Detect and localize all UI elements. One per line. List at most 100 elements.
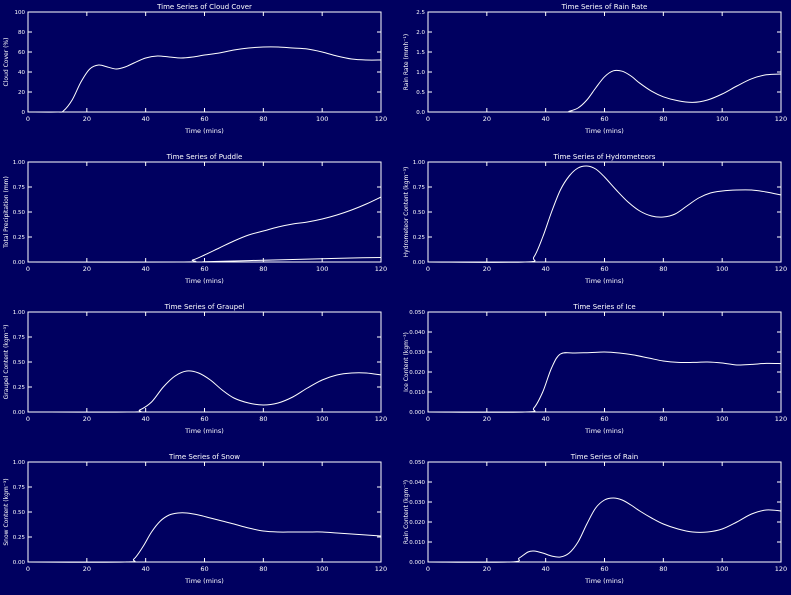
x-tick-label: 40 (542, 265, 550, 273)
y-tick-label: 80 (18, 30, 25, 36)
x-tick-label: 20 (483, 415, 491, 423)
chart-title: Time Series of Cloud Cover (156, 3, 252, 11)
x-tick-label: 60 (200, 265, 208, 273)
y-axis-label: Graupel Content (kgm⁻³) (3, 325, 10, 400)
x-tick-label: 120 (375, 265, 387, 273)
x-tick-label: 100 (716, 415, 728, 423)
y-tick-label: 0.75 (13, 335, 26, 341)
y-tick-label: 1.00 (413, 160, 426, 166)
y-tick-label: 1.00 (13, 460, 26, 466)
y-tick-label: 0.00 (413, 260, 426, 266)
plot-frame (427, 311, 782, 413)
x-tick-label: 0 (26, 565, 30, 573)
y-axis-label: Hydrometeor Content (kgm⁻³) (403, 167, 410, 258)
y-tick-label: 0.030 (409, 350, 425, 356)
series-line-1 (27, 512, 382, 563)
x-tick-label: 0 (26, 415, 30, 423)
x-tick-label: 80 (259, 115, 267, 123)
y-tick-label: 0.5 (416, 90, 425, 96)
series-line-1 (427, 497, 782, 563)
y-tick-label: 40 (18, 70, 25, 76)
y-tick-label: 0.50 (13, 360, 26, 366)
y-tick-label: 20 (18, 90, 25, 96)
y-tick-label: 0.00 (13, 410, 26, 416)
x-tick-label: 60 (600, 115, 608, 123)
y-tick-label: 1.5 (416, 50, 425, 56)
x-tick-label: 0 (426, 115, 430, 123)
x-tick-label: 80 (259, 415, 267, 423)
chart-title: Time Series of Hydrometeors (553, 153, 656, 161)
chart-title: Time Series of Puddle (166, 153, 243, 161)
x-tick-label: 80 (659, 565, 667, 573)
y-tick-label: 0.010 (409, 390, 425, 396)
series-line-1 (27, 370, 382, 413)
y-tick-label: 0.020 (409, 370, 425, 376)
x-tick-label: 20 (483, 115, 491, 123)
x-tick-label: 120 (775, 265, 787, 273)
x-axis-label: Time (mins) (184, 427, 224, 435)
x-tick-label: 40 (142, 565, 150, 573)
y-tick-label: 0.00 (13, 260, 26, 266)
x-tick-label: 100 (716, 265, 728, 273)
x-tick-label: 20 (83, 565, 91, 573)
x-tick-label: 20 (83, 415, 91, 423)
x-tick-label: 0 (426, 415, 430, 423)
y-tick-label: 0.010 (409, 540, 425, 546)
chart-panel-6: Time Series of Ice Time (mins) Ice Content… (403, 303, 787, 435)
y-axis-label: Cloud Cover (%) (3, 38, 10, 87)
x-tick-label: 20 (483, 265, 491, 273)
y-tick-label: 0.050 (409, 460, 425, 466)
series-line-2 (27, 257, 382, 263)
x-tick-label: 120 (375, 115, 387, 123)
x-tick-label: 0 (426, 565, 430, 573)
y-tick-label: 0.0 (416, 110, 425, 116)
y-tick-label: 60 (18, 50, 25, 56)
x-tick-label: 120 (375, 565, 387, 573)
chart-panel-5: Time Series of Graupel Time (mins) Graupel… (3, 303, 387, 435)
x-tick-label: 0 (26, 115, 30, 123)
x-tick-label: 40 (142, 415, 150, 423)
series-line-1 (427, 351, 782, 413)
x-axis-label: Time (mins) (584, 577, 624, 585)
y-tick-label: 0.020 (409, 520, 425, 526)
x-tick-label: 80 (659, 265, 667, 273)
x-tick-label: 20 (483, 565, 491, 573)
y-tick-label: 0.25 (13, 535, 26, 541)
plot-frame (27, 11, 382, 113)
x-tick-label: 20 (83, 115, 91, 123)
y-axis-label: Rain Rate (mmh⁻¹) (403, 34, 410, 91)
y-tick-label: 0.000 (409, 410, 425, 416)
y-tick-label: 0.030 (409, 500, 425, 506)
y-tick-label: 0.25 (13, 235, 26, 241)
x-tick-label: 40 (542, 115, 550, 123)
x-axis-label: Time (mins) (584, 277, 624, 285)
chart-title: Time Series of Rain (570, 453, 638, 461)
plot-frame (27, 311, 382, 413)
x-tick-label: 120 (775, 115, 787, 123)
y-tick-label: 0.00 (13, 560, 26, 566)
x-tick-label: 100 (316, 265, 328, 273)
x-tick-label: 60 (200, 565, 208, 573)
x-axis-label: Time (mins) (584, 127, 624, 135)
series-line-1 (427, 165, 782, 263)
x-tick-label: 20 (83, 265, 91, 273)
x-tick-label: 40 (542, 415, 550, 423)
y-tick-label: 2.5 (416, 10, 425, 16)
chart-panel-3: Time Series of Puddle Time (mins) Total Pr… (3, 153, 387, 285)
y-tick-label: 100 (15, 10, 26, 16)
x-tick-label: 120 (775, 565, 787, 573)
plot-frame (27, 461, 382, 563)
x-tick-label: 100 (716, 115, 728, 123)
plot-frame (427, 461, 782, 563)
x-tick-label: 80 (659, 115, 667, 123)
chart-title: Time Series of Graupel (164, 303, 245, 311)
x-axis-label: Time (mins) (184, 127, 224, 135)
y-tick-label: 0.25 (13, 385, 26, 391)
plot-frame (27, 161, 382, 263)
y-tick-label: 0 (22, 110, 26, 116)
x-tick-label: 60 (600, 265, 608, 273)
y-axis-label: Ice Content (kgm⁻³) (403, 332, 410, 392)
series-line-1 (427, 69, 782, 113)
x-axis-label: Time (mins) (184, 577, 224, 585)
